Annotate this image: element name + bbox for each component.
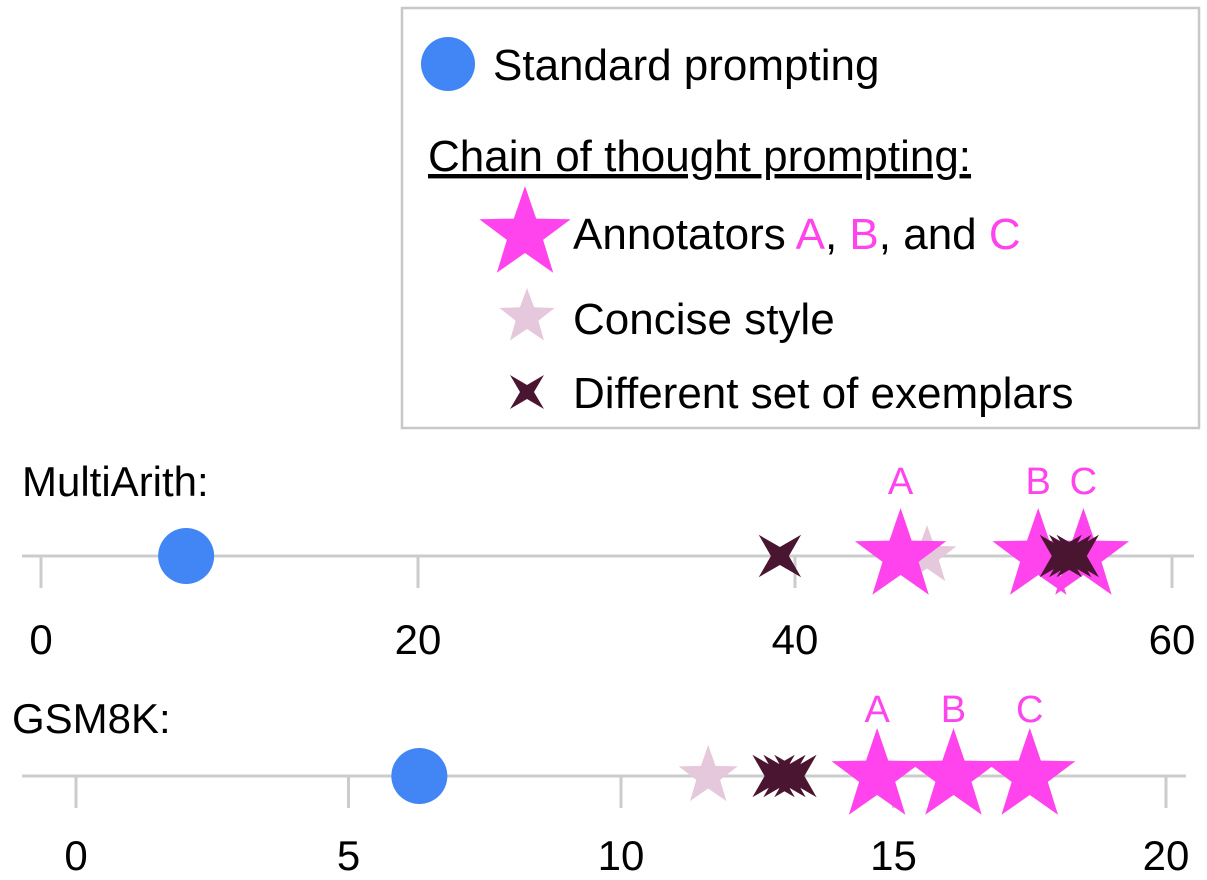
- gsm8k-title: GSM8K:: [12, 695, 171, 742]
- annotator-star-point: [907, 728, 1000, 815]
- standard-circle-point: [391, 748, 448, 804]
- annotator-point-label: C: [1070, 461, 1097, 503]
- legend-annotators-marker: [479, 186, 571, 273]
- gsm8k-panel: GSM8K: 0 5 10 15 20 A B C: [12, 689, 1189, 879]
- legend-annotators-prefix: Annotators: [573, 210, 796, 259]
- legend-concise-marker: [499, 288, 555, 341]
- annotator-point-label: B: [941, 689, 966, 731]
- x-tick-label: 10: [598, 832, 645, 879]
- exemplar-cross-point: [763, 754, 806, 798]
- standard-circle-point: [158, 528, 215, 584]
- gsm8k-point-labels: A B C: [864, 689, 1043, 731]
- legend-standard-marker: [421, 37, 475, 91]
- legend-concise-label: Concise style: [573, 295, 835, 344]
- multiarith-marks: [158, 508, 1130, 595]
- legend-standard-label: Standard prompting: [493, 41, 879, 90]
- annotator-point-label: A: [888, 461, 914, 503]
- annotator-star-point: [831, 728, 923, 815]
- x-tick-label: 0: [64, 832, 87, 879]
- legend-exemplars-label: Different set of exemplars: [573, 369, 1074, 418]
- exemplar-cross-point: [1056, 534, 1099, 578]
- annotator-point-label: B: [1025, 461, 1050, 503]
- concise-star-point: [678, 745, 738, 802]
- legend-sep-2: , and: [879, 210, 989, 259]
- multiarith-title: MultiArith:: [22, 458, 209, 505]
- legend-cot-heading: Chain of thought prompting:: [428, 132, 971, 181]
- annotator-star-point: [992, 508, 1084, 595]
- legend-exemplars-marker: [510, 375, 544, 409]
- legend-annotator-a: A: [796, 210, 826, 259]
- x-tick-label: 15: [870, 832, 917, 879]
- x-tick-label: 40: [772, 616, 819, 663]
- x-tick-label: 20: [1143, 832, 1190, 879]
- x-tick-label: 0: [29, 616, 52, 663]
- annotator-star-point: [984, 728, 1076, 815]
- annotator-star-point: [854, 508, 947, 595]
- legend-annotator-c: C: [989, 210, 1021, 259]
- legend-annotator-b: B: [849, 210, 878, 259]
- annotator-point-label: C: [1016, 689, 1043, 731]
- x-tick-label: 60: [1149, 616, 1196, 663]
- exemplar-cross-point: [758, 534, 802, 578]
- legend-annotators-label: Annotators A, B, and C: [573, 210, 1021, 259]
- legend: Standard prompting Chain of thought prom…: [400, 6, 1201, 430]
- multiarith-ticks: 0 20 40 60: [29, 556, 1195, 663]
- x-tick-label: 20: [395, 616, 442, 663]
- legend-sep-1: ,: [825, 210, 849, 259]
- annotator-point-label: A: [864, 689, 890, 731]
- gsm8k-ticks: 0 5 10 15 20: [64, 776, 1189, 879]
- gsm8k-marks: [391, 728, 1076, 815]
- exemplar-cross-point: [774, 754, 817, 798]
- x-tick-label: 5: [337, 832, 360, 879]
